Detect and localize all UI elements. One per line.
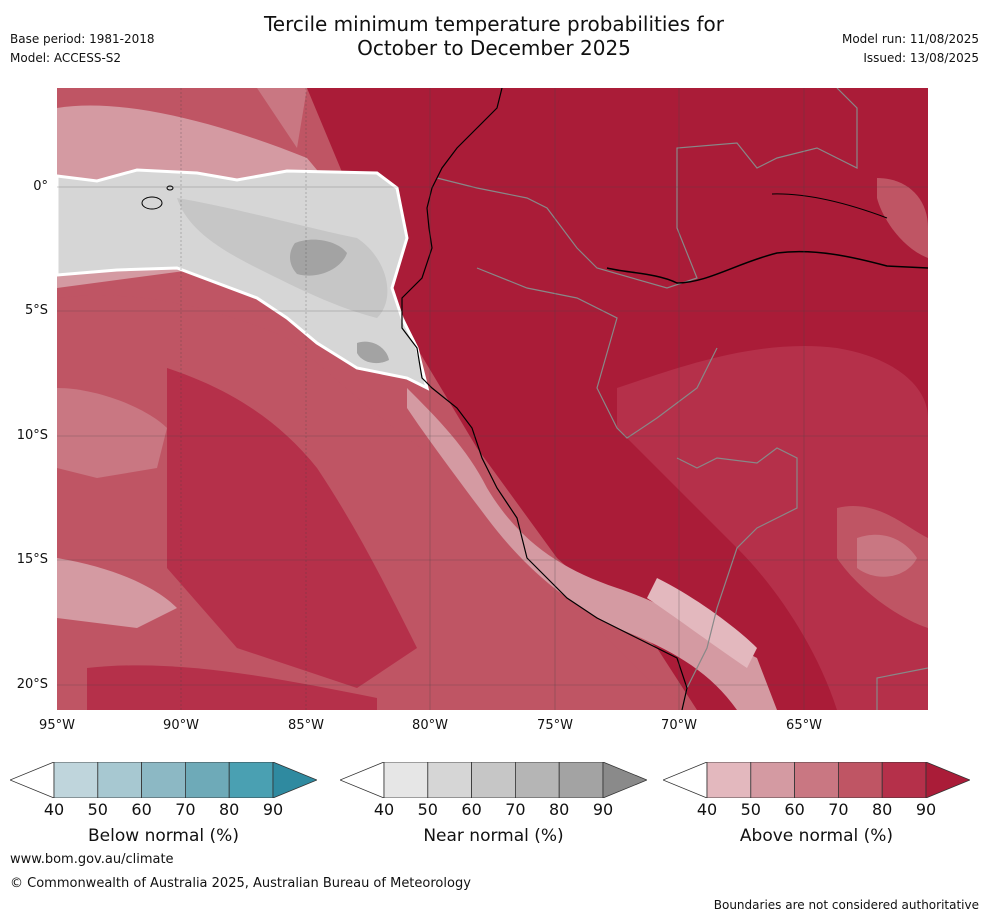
colorbar-near-title: Near normal (%) — [423, 826, 564, 846]
colorbar-tick-label: 50 — [740, 800, 761, 819]
lon-label-70w: 70°W — [661, 718, 697, 733]
coastal-strip-pale — [647, 578, 757, 668]
colorbar-cell — [383, 762, 429, 798]
colorbar-cell — [706, 762, 752, 798]
lat-label-10s: 10°S — [16, 428, 48, 443]
land-80-zone — [617, 346, 928, 710]
colorbar-cell — [427, 762, 473, 798]
colorbar-tick-label: 60 — [784, 800, 805, 819]
amazon-river — [606, 250, 928, 284]
colorbar-tick-label: 80 — [872, 800, 893, 819]
copyright: © Commonwealth of Australia 2025, Austra… — [10, 876, 471, 891]
country-border-south — [876, 667, 928, 710]
colorbar-tick-label: 90 — [592, 800, 614, 819]
lon-label-95w: 95°W — [39, 718, 75, 733]
colorbar-tick-label: 90 — [915, 800, 937, 819]
colorbar-cell — [794, 762, 839, 798]
galapagos-islands — [141, 196, 163, 210]
colorbar-tick-label: 70 — [175, 800, 196, 819]
model-run: Model run: 11/08/2025 — [841, 32, 979, 46]
colorbar-tick-label: 50 — [87, 800, 108, 819]
ocean-60-zone — [57, 88, 307, 148]
title-line-2: October to December 2025 — [357, 36, 631, 60]
lon-label-65w: 65°W — [786, 718, 822, 733]
country-border-bolivia — [676, 447, 798, 710]
country-border-north — [436, 88, 858, 289]
colorbar-cell — [471, 762, 516, 798]
colorbar-cell — [228, 762, 274, 798]
issued-date: Issued: 13/08/2025 — [863, 51, 979, 65]
colorbar-above-normal — [663, 762, 970, 798]
colorbar-cell — [558, 762, 604, 798]
colorbar-cell — [514, 762, 560, 798]
colorbar-cell — [750, 762, 796, 798]
colorbar-tick-label: 50 — [417, 800, 438, 819]
colorbar-near-normal — [340, 762, 647, 798]
coastline — [401, 88, 688, 710]
meta-right: Model run: 11/08/2025 Issued: 13/08/2025 — [842, 30, 979, 68]
colorbar-cell — [184, 762, 230, 798]
near-normal-80-patch — [290, 239, 347, 276]
meta-left: Base period: 1981-2018 Model: ACCESS-S2 — [10, 30, 155, 68]
lon-label-75w: 75°W — [537, 718, 573, 733]
lat-label-5s: 5°S — [24, 303, 48, 318]
colorbar-tick-label: 40 — [43, 800, 65, 819]
map-title: Tercile minimum temperature probabilitie… — [0, 12, 988, 60]
colorbar-tick-label: 80 — [549, 800, 570, 819]
colorbar-tick-label: 40 — [373, 800, 395, 819]
near-normal-80-patch-2 — [357, 341, 389, 364]
colorbar-tick-label: 60 — [461, 800, 482, 819]
colorbar-above-title: Above normal (%) — [739, 826, 894, 846]
country-border-peru-brazil — [476, 267, 718, 439]
lat-label-0: 0° — [33, 179, 48, 194]
land-60-patch — [857, 534, 917, 577]
colorbar-tick-label: 40 — [696, 800, 718, 819]
island-small — [166, 185, 174, 191]
colorbar-near-extend-high — [602, 762, 647, 798]
base-period: Base period: 1981-2018 — [10, 32, 155, 46]
probability-map — [57, 88, 928, 710]
colorbar-cell — [881, 762, 927, 798]
lat-label-15s: 15°S — [16, 552, 48, 567]
colorbar-cell — [837, 762, 883, 798]
lon-label-80w: 80°W — [412, 718, 448, 733]
map-grid — [57, 88, 928, 710]
ocean-80-south — [87, 665, 377, 710]
model-name: Model: ACCESS-S2 — [10, 51, 122, 65]
website-url: www.bom.gov.au/climate — [10, 852, 174, 867]
colorbar-tick-label: 60 — [131, 800, 152, 819]
rio-negro — [771, 193, 888, 219]
boundary-disclaimer: Boundaries are not considered authoritat… — [713, 898, 979, 912]
ocean-50-patch-south — [57, 558, 177, 628]
land-70-north — [877, 178, 928, 258]
title-line-1: Tercile minimum temperature probabilitie… — [263, 12, 725, 36]
lat-label-20s: 20°S — [16, 677, 48, 692]
colorbar-cell — [141, 762, 186, 798]
colorbar-above-extend-high — [925, 762, 970, 798]
colorbar-cell — [97, 762, 143, 798]
colorbar-tick-label: 70 — [505, 800, 526, 819]
colorbar-cell — [53, 762, 99, 798]
colorbar-below-normal — [10, 762, 317, 798]
ocean-60-patch — [57, 388, 167, 478]
ocean-80-patch — [167, 368, 417, 688]
near-normal-region — [57, 168, 430, 391]
lon-label-85w: 85°W — [288, 718, 324, 733]
colorbar-below-title: Below normal (%) — [88, 826, 239, 846]
colorbar-near-extend-low — [340, 762, 385, 798]
lon-label-90w: 90°W — [163, 718, 199, 733]
near-normal-60-zone — [177, 198, 388, 318]
colorbar-tick-label: 90 — [262, 800, 284, 819]
colorbar-below-extend-low — [10, 762, 55, 798]
coastal-strip — [407, 388, 777, 710]
colorbar-tick-label: 70 — [828, 800, 849, 819]
colorbar-below-extend-high — [272, 762, 317, 798]
colorbar-above-extend-low — [663, 762, 708, 798]
colorbar-tick-label: 80 — [219, 800, 240, 819]
